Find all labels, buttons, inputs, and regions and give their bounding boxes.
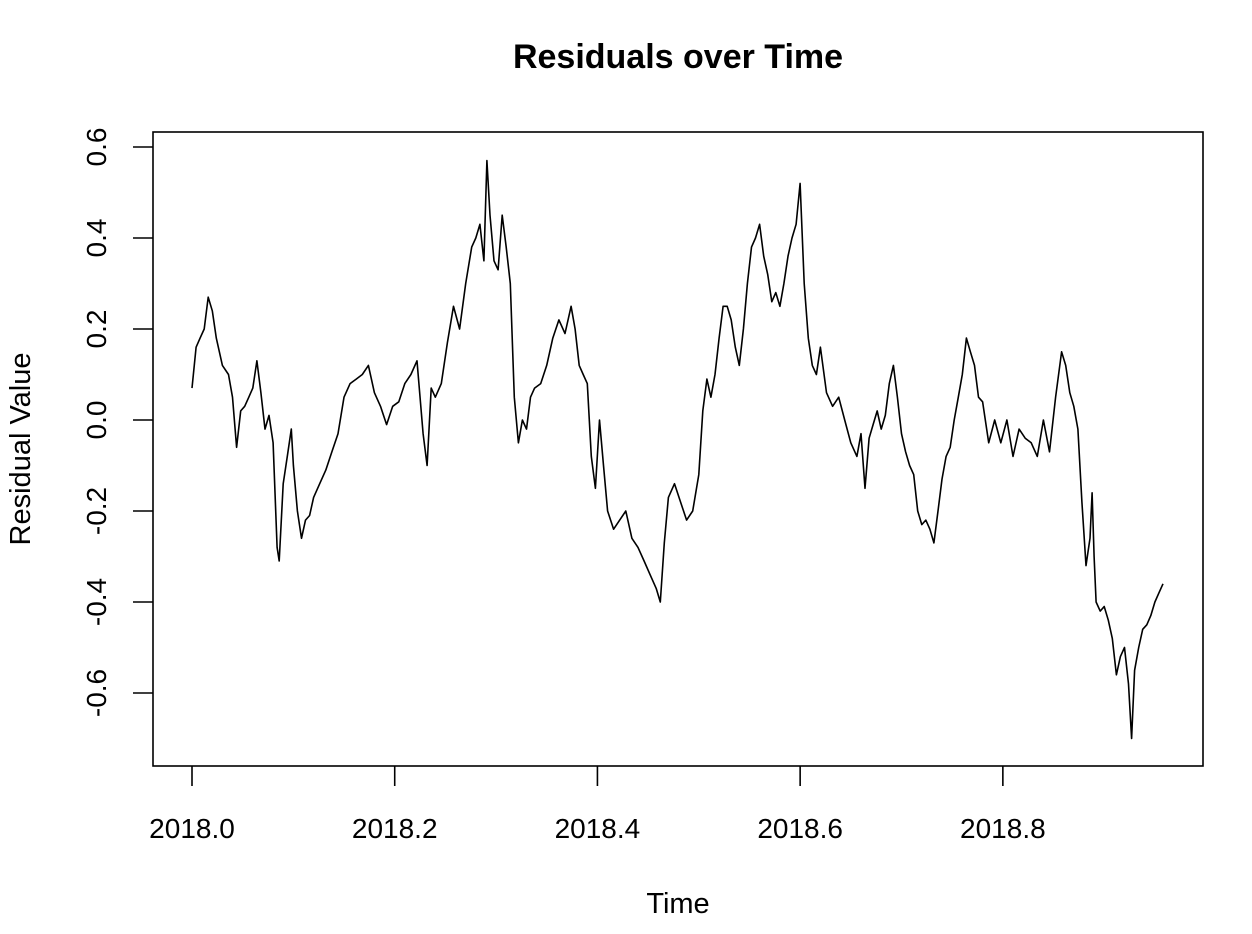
y-axis-label: Residual Value — [5, 353, 37, 546]
x-tick-label: 2018.2 — [352, 813, 438, 844]
y-axis: -0.6 -0.4 -0.2 0.0 0.2 0.4 0.6 — [81, 128, 153, 717]
x-axis-label: Time — [646, 888, 709, 920]
y-tick-label: -0.6 — [81, 669, 112, 717]
y-tick-label: 0.0 — [81, 401, 112, 440]
y-tick-label: 0.4 — [81, 219, 112, 258]
chart-title: Residuals over Time — [513, 38, 843, 76]
x-tick-label: 2018.6 — [757, 813, 843, 844]
plot-frame — [152, 131, 1204, 767]
y-tick-label: -0.2 — [81, 487, 112, 535]
y-tick-label: 0.2 — [81, 310, 112, 349]
x-tick-label: 2018.8 — [960, 813, 1046, 844]
y-tick-label: 0.6 — [81, 128, 112, 167]
x-axis: 2018.0 2018.2 2018.4 2018.6 2018.8 — [149, 766, 1046, 844]
y-tick-label: -0.4 — [81, 578, 112, 626]
x-tick-label: 2018.4 — [555, 813, 641, 844]
x-tick-label: 2018.0 — [149, 813, 235, 844]
residual-series-line — [191, 159, 1164, 740]
